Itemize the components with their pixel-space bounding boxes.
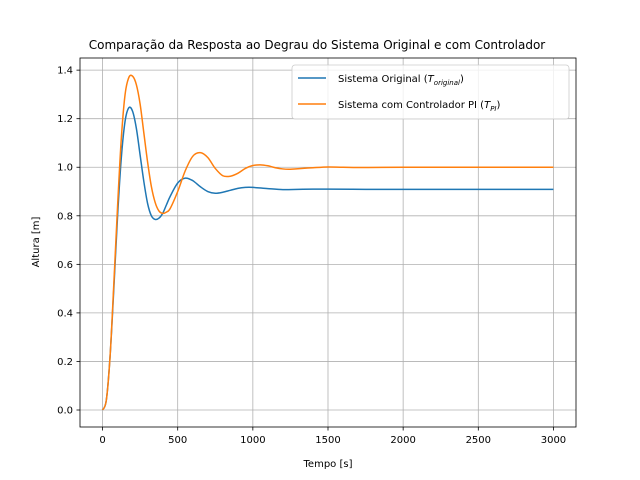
- x-tick-label: 2500: [466, 435, 491, 446]
- y-tick-label: 1.0: [57, 163, 73, 174]
- x-tick-label: 3000: [541, 435, 566, 446]
- x-tick-label: 500: [168, 435, 187, 446]
- x-axis: 0 500 1000 1500 2000 2500 3000: [99, 427, 566, 446]
- x-tick-label: 1000: [240, 435, 265, 446]
- y-tick-label: 0.2: [57, 357, 73, 368]
- x-tick-label: 2000: [390, 435, 415, 446]
- series-layer: [101, 74, 554, 411]
- chart-title: Comparação da Resposta ao Degrau do Sist…: [89, 38, 546, 52]
- legend-entry-original: Sistema Original (Toriginal): [298, 74, 464, 87]
- y-tick-label: 0.8: [57, 211, 73, 222]
- series-line-pi: [101, 74, 554, 411]
- x-axis-label: Tempo [s]: [303, 459, 353, 470]
- legend-box: [291, 64, 570, 120]
- legend-label: Sistema com Controlador PI (TPI): [338, 100, 501, 113]
- series-line-original: [101, 106, 554, 411]
- legend: Sistema Original (Toriginal) Sistema com …: [291, 64, 570, 120]
- y-tick-label: 1.4: [57, 66, 73, 77]
- x-tick-label: 1500: [315, 435, 340, 446]
- x-tick-label: 0: [99, 435, 105, 446]
- legend-label: Sistema Original (Toriginal): [338, 74, 464, 87]
- y-axis: 0.0 0.2 0.4 0.6 0.8 1.0 1.2 1.4: [57, 66, 80, 417]
- y-tick-label: 1.2: [57, 114, 73, 125]
- y-tick-label: 0.0: [57, 406, 73, 417]
- y-tick-label: 0.6: [57, 260, 73, 271]
- y-axis-label: Altura [m]: [31, 216, 42, 267]
- legend-entry-pi: Sistema com Controlador PI (TPI): [298, 100, 501, 113]
- y-tick-label: 0.4: [57, 308, 73, 319]
